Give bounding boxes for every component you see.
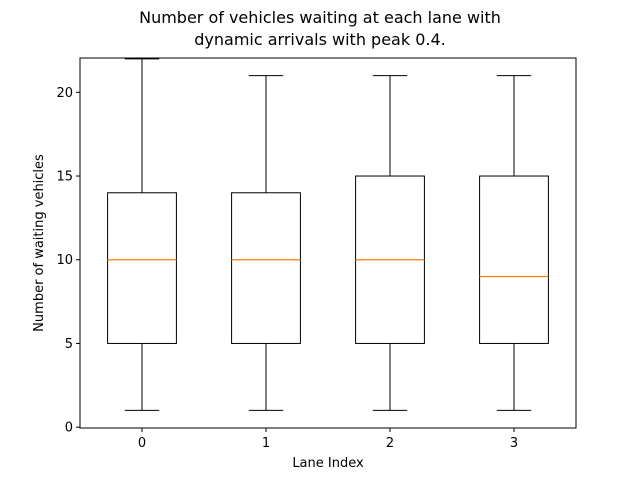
y-tick-label: 0 [65, 421, 73, 436]
y-tick-label: 20 [56, 86, 73, 101]
plot-area: 0 5 10 15 20 0 1 2 3 [56, 58, 549, 451]
box-lane-0 [107, 192, 177, 344]
chart-title-line-2: dynamic arrivals with peak 0.4. [194, 30, 445, 49]
x-tick-label: 3 [510, 436, 518, 451]
y-tick-label: 5 [65, 337, 73, 352]
y-tick-label: 15 [56, 170, 73, 185]
x-tick-label: 2 [386, 436, 394, 451]
box-lane-3 [479, 175, 549, 344]
x-tick-label: 1 [262, 436, 270, 451]
x-tick-label: 0 [138, 436, 146, 451]
y-axis-label: Number of waiting vehicles [32, 154, 47, 332]
x-axis-label: Lane Index [292, 456, 364, 471]
y-tick-label: 10 [56, 253, 73, 268]
chart-title-line-1: Number of vehicles waiting at each lane … [139, 8, 501, 27]
box-lane-1 [231, 192, 301, 344]
axes-frame [79, 57, 577, 429]
